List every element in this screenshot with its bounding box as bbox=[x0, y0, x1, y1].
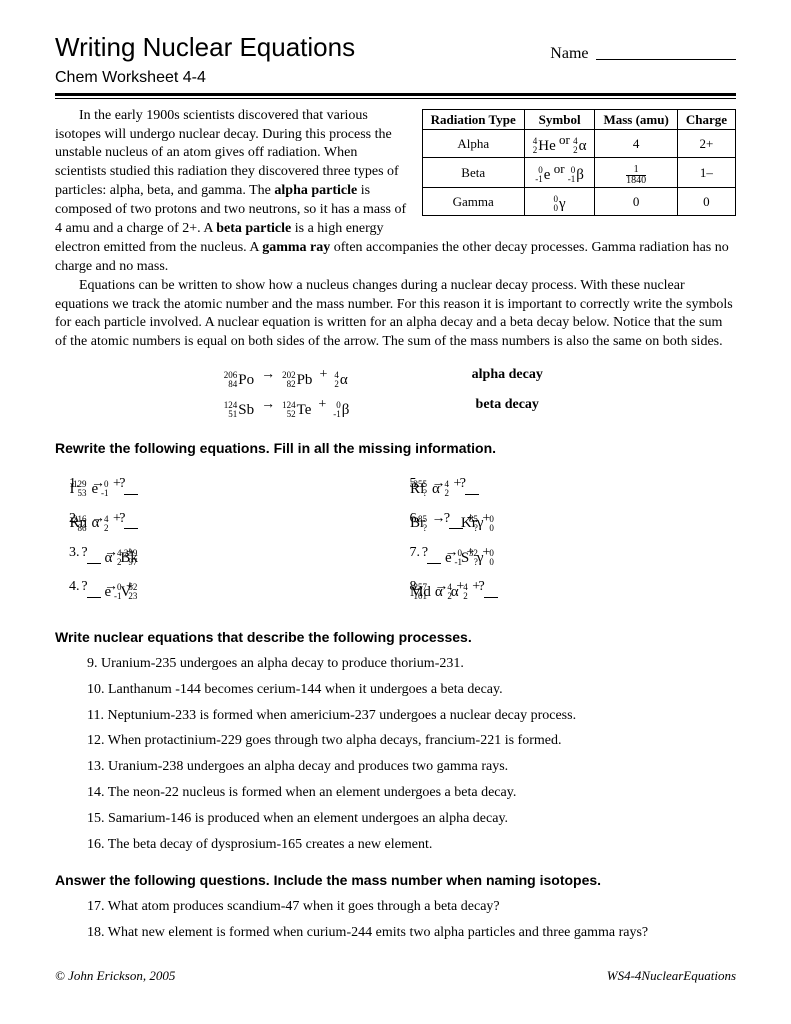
equation-line: 6. 85?Br → ? + 85?Kr + 00γ bbox=[396, 510, 737, 534]
nuclide: 0-1e bbox=[109, 479, 110, 499]
cell-mass: 4 bbox=[595, 130, 677, 158]
nuclide: 00γ bbox=[494, 548, 495, 568]
table-row: Beta 0-1e or 0-1β 11840 1– bbox=[422, 158, 735, 188]
list-item: 14. The neon-22 nucleus is formed when a… bbox=[87, 784, 736, 803]
equation-line: 2. 21686Rn → 42α + ? bbox=[55, 510, 396, 534]
header: Writing Nuclear Equations Name bbox=[55, 30, 736, 65]
section-c-list: 17. What atom produces scandium-47 when … bbox=[55, 898, 736, 943]
example-beta: 12451Sb → 12452Te + 0-1β beta decay bbox=[55, 396, 736, 420]
fill-blank[interactable]: ? bbox=[124, 475, 138, 495]
page-title: Writing Nuclear Equations bbox=[55, 30, 355, 65]
example-alpha: 20684Po → 20282Pb + 42α alpha decay bbox=[55, 366, 736, 390]
cell-charge: 0 bbox=[677, 188, 735, 216]
fill-blank[interactable]: ? bbox=[124, 510, 138, 530]
cell-type: Gamma bbox=[422, 188, 524, 216]
nuclide: 257101Md bbox=[427, 582, 431, 602]
fill-blank[interactable]: ? bbox=[465, 475, 479, 495]
section-c-heading: Answer the following questions. Include … bbox=[55, 871, 736, 890]
fill-blank[interactable]: ? bbox=[427, 544, 441, 564]
example-beta-label: beta decay bbox=[447, 396, 567, 415]
th-type: Radiation Type bbox=[422, 109, 524, 130]
cell-mass: 11840 bbox=[595, 158, 677, 188]
equation-line: 3. ? → 42α + 23997Bk bbox=[55, 544, 396, 568]
cell-charge: 2+ bbox=[677, 130, 735, 158]
list-item: 10. Lanthanum -144 becomes cerium-144 wh… bbox=[87, 681, 736, 700]
list-item: 12. When protactinium-229 goes through t… bbox=[87, 732, 736, 751]
cell-symbol: 0-1e or 0-1β bbox=[524, 158, 595, 188]
list-item: 11. Neptunium-233 is formed when americi… bbox=[87, 707, 736, 726]
nuclide: 21686Rn bbox=[87, 513, 88, 533]
table-row: Alpha 42He or 42α 4 2+ bbox=[422, 130, 735, 158]
equation-line: 5. 255?Rf → 42α + ? bbox=[396, 475, 737, 499]
th-mass: Mass (amu) bbox=[595, 109, 677, 130]
nuclide: 00γ bbox=[494, 513, 495, 533]
name-label: Name bbox=[550, 45, 588, 62]
nuclide: 12953I bbox=[87, 479, 88, 499]
header-rule-thick bbox=[55, 93, 736, 96]
table-header-row: Radiation Type Symbol Mass (amu) Charge bbox=[422, 109, 735, 130]
fill-blank[interactable]: ? bbox=[87, 544, 101, 564]
nuclide: 85?Br bbox=[427, 513, 428, 533]
page-subtitle: Chem Worksheet 4-4 bbox=[55, 67, 736, 89]
example-equations: 20684Po → 20282Pb + 42α alpha decay 1245… bbox=[55, 366, 736, 420]
table-row: Gamma 00γ 0 0 bbox=[422, 188, 735, 216]
footer-left: © John Erickson, 2005 bbox=[55, 967, 175, 985]
radiation-table: Radiation Type Symbol Mass (amu) Charge … bbox=[422, 109, 736, 217]
footer: © John Erickson, 2005 WS4-4NuclearEquati… bbox=[55, 967, 736, 985]
th-symbol: Symbol bbox=[524, 109, 595, 130]
list-item: 16. The beta decay of dysprosium-165 cre… bbox=[87, 836, 736, 855]
section-b-list: 9. Uranium-235 undergoes an alpha decay … bbox=[55, 655, 736, 855]
list-item: 15. Samarium-146 is produced when an ele… bbox=[87, 810, 736, 829]
example-alpha-label: alpha decay bbox=[447, 366, 567, 385]
name-blank-line[interactable] bbox=[596, 59, 736, 60]
list-item: 9. Uranium-235 undergoes an alpha decay … bbox=[87, 655, 736, 674]
intro-section: Radiation Type Symbol Mass (amu) Charge … bbox=[55, 107, 736, 353]
fill-blank[interactable]: ? bbox=[87, 578, 101, 598]
nuclide: 42α bbox=[449, 479, 450, 499]
nuclide: 23997Bk bbox=[137, 548, 138, 568]
nuclide: 42α bbox=[109, 513, 110, 533]
header-rule-thin bbox=[55, 98, 736, 99]
section-b-heading: Write nuclear equations that describe th… bbox=[55, 628, 736, 647]
equation-line: 4. ? → 0-1e + 5223V bbox=[55, 578, 396, 602]
cell-charge: 1– bbox=[677, 158, 735, 188]
list-item: 17. What atom produces scandium-47 when … bbox=[87, 898, 736, 917]
equation-line: 7. ? → 0-1e + 32?S + 00γ bbox=[396, 544, 737, 568]
name-field: Name bbox=[550, 43, 736, 65]
nuclide: 42α bbox=[468, 582, 469, 602]
nuclide: 5223V bbox=[137, 582, 138, 602]
cell-mass: 0 bbox=[595, 188, 677, 216]
section-a: 1. 12953I → 0-1e + ? 2. 21686Rn → 42α + … bbox=[55, 465, 736, 612]
fill-blank[interactable]: ? bbox=[484, 578, 498, 598]
equation-line: 1. 12953I → 0-1e + ? bbox=[55, 475, 396, 499]
section-a-heading: Rewrite the following equations. Fill in… bbox=[55, 439, 736, 458]
list-item: 13. Uranium-238 undergoes an alpha decay… bbox=[87, 758, 736, 777]
th-charge: Charge bbox=[677, 109, 735, 130]
cell-symbol: 42He or 42α bbox=[524, 130, 595, 158]
cell-type: Beta bbox=[422, 158, 524, 188]
cell-symbol: 00γ bbox=[524, 188, 595, 216]
cell-type: Alpha bbox=[422, 130, 524, 158]
title-block: Writing Nuclear Equations bbox=[55, 30, 355, 65]
equation-line: 8. 257101Md → 42α + 42α + ? bbox=[396, 578, 737, 602]
nuclide: 255?Rf bbox=[427, 479, 428, 499]
intro-para-2: Equations can be written to show how a n… bbox=[55, 277, 736, 353]
list-item: 18. What new element is formed when curi… bbox=[87, 924, 736, 943]
footer-right: WS4-4NuclearEquations bbox=[607, 967, 736, 985]
